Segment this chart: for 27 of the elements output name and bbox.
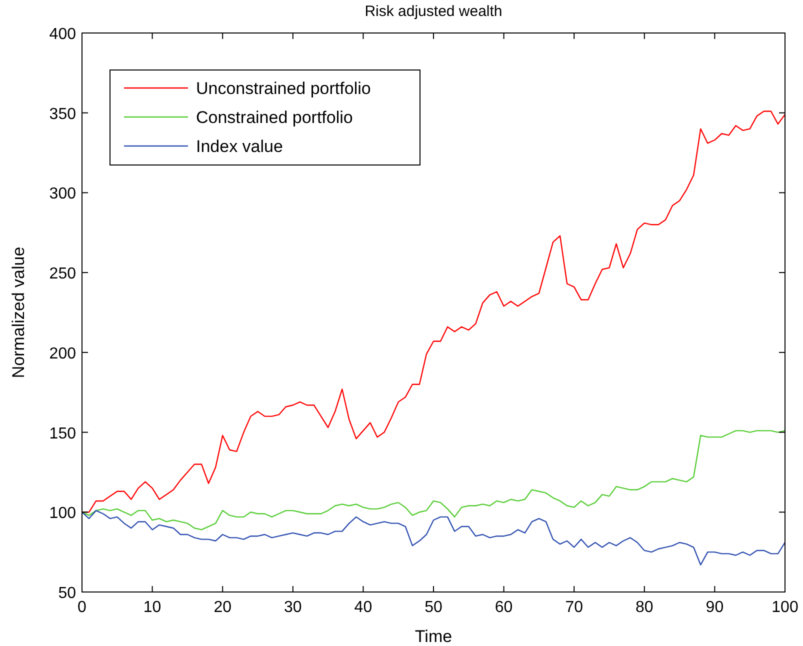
line-series [81,430,786,530]
x-tick-label: 50 [424,599,442,616]
x-tick-label: 60 [494,599,513,616]
x-tick-label: 100 [772,599,798,616]
y-tick-label: 400 [49,26,76,43]
y-tick-label: 100 [49,505,76,522]
legend-label: Index value [196,137,283,156]
y-tick-label: 200 [49,345,76,362]
y-tick-label: 150 [49,425,76,442]
x-tick-label: 0 [78,599,87,616]
legend-label: Constrained portfolio [196,108,353,127]
y-axis-title: Normalized value [9,246,28,378]
x-tick-label: 90 [706,599,724,616]
line-series [81,510,786,566]
x-tick-label: 40 [354,599,372,616]
x-tick-label: 10 [143,599,162,616]
y-tick-label: 250 [49,266,76,283]
x-axis-title: Time [414,627,452,646]
y-tick-label: 50 [58,585,76,602]
y-tick-label: 300 [49,186,76,203]
chart-title: Risk adjusted wealth [364,3,502,20]
y-tick-label: 350 [49,106,76,123]
x-tick-label: 80 [636,599,654,616]
x-tick-label: 20 [214,599,232,616]
x-tick-label: 70 [565,599,584,616]
legend-label: Unconstrained portfolio [196,79,371,98]
x-tick-label: 30 [284,599,302,616]
